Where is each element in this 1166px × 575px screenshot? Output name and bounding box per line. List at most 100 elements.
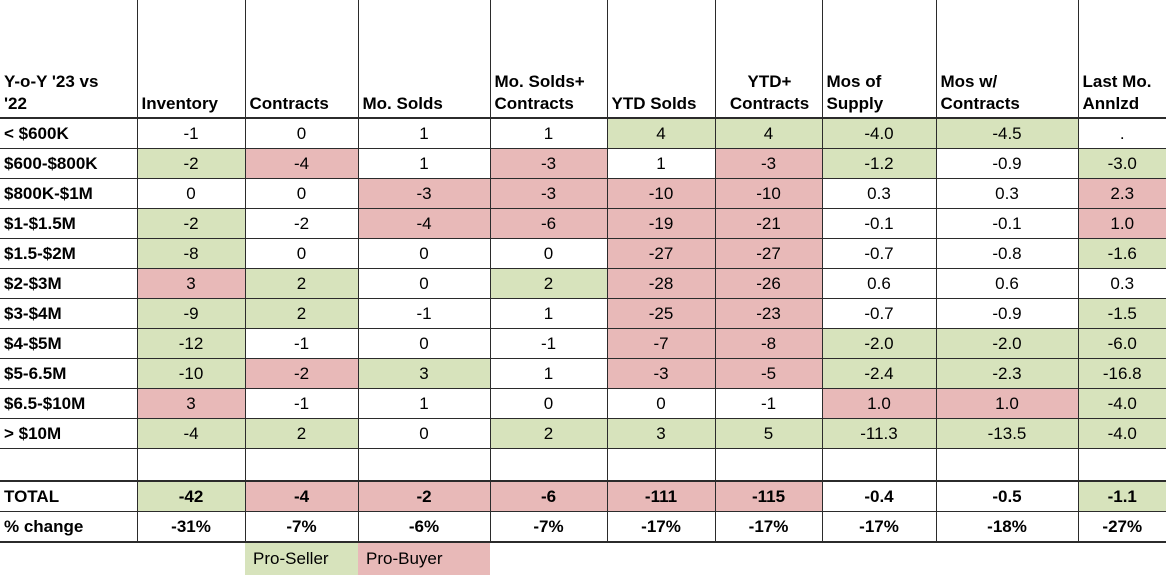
table-cell: 0 xyxy=(489,238,608,269)
table-cell: -27 xyxy=(714,238,823,269)
table-cell: -8 xyxy=(136,238,246,269)
table-cell: -1 xyxy=(136,117,246,149)
table-cell: 0 xyxy=(357,418,491,449)
table-cell: -4.0 xyxy=(821,117,937,149)
row-label: $3-$4M xyxy=(0,298,138,329)
table-cell: -26 xyxy=(714,268,823,299)
table-cell: -17% xyxy=(606,510,716,543)
table-cell: -4 xyxy=(244,479,359,512)
table-cell: -1 xyxy=(489,328,608,359)
table-cell: 0 xyxy=(244,238,359,269)
table-cell: -13.5 xyxy=(935,418,1079,449)
legend-empty-cell xyxy=(715,541,822,575)
table-cell: 0 xyxy=(357,328,491,359)
table-cell: -1.1 xyxy=(1077,479,1166,512)
column-header: Mos w/Contracts xyxy=(935,0,1079,119)
table-cell: 1 xyxy=(489,298,608,329)
table-cell: -21 xyxy=(714,208,823,239)
legend-empty-cell xyxy=(137,541,245,575)
table-cell: -0.7 xyxy=(821,298,937,329)
table-cell: -3 xyxy=(714,148,823,179)
table-cell: -19 xyxy=(606,208,716,239)
table-cell: -0.1 xyxy=(821,208,937,239)
table-row: > $10M -4 2 0 2 3 5 -11.3 -13.5 -4.0 xyxy=(0,418,1166,449)
table-cell: -6.0 xyxy=(1077,328,1166,359)
table-row: $5-6.5M -10 -2 3 1 -3 -5 -2.4 -2.3 -16.8 xyxy=(0,358,1166,389)
table-cell: -25 xyxy=(606,298,716,329)
empty-cell xyxy=(136,448,246,481)
table-cell: -17% xyxy=(821,510,937,543)
empty-cell xyxy=(1077,448,1166,481)
empty-cell xyxy=(714,448,823,481)
table-cell: -16.8 xyxy=(1077,358,1166,389)
table-cell: 2 xyxy=(244,418,359,449)
table-cell: -23 xyxy=(714,298,823,329)
table-cell: -2.0 xyxy=(935,328,1079,359)
column-header: Mo. Solds+ Contracts xyxy=(489,0,608,119)
table-cell: -1 xyxy=(714,388,823,419)
legend-row: Pro-Seller Pro-Buyer xyxy=(0,541,1166,575)
table-cell: 1.0 xyxy=(821,388,937,419)
table-cell: 1.0 xyxy=(935,388,1079,419)
table-cell: -28 xyxy=(606,268,716,299)
column-header: YTD+ Contracts xyxy=(714,0,823,119)
table-cell: -0.7 xyxy=(821,238,937,269)
table-cell: -42 xyxy=(136,479,246,512)
row-label: $800K-$1M xyxy=(0,178,138,209)
table-cell: 1 xyxy=(606,148,716,179)
empty-cell xyxy=(606,448,716,481)
row-label: $600-$800K xyxy=(0,148,138,179)
empty-cell xyxy=(357,448,491,481)
table-cell: 0 xyxy=(244,117,359,149)
table-cell: -17% xyxy=(714,510,823,543)
table-cell: -27% xyxy=(1077,510,1166,543)
table-row: $6.5-$10M 3 -1 1 0 0 -1 1.0 1.0 -4.0 xyxy=(0,388,1166,419)
legend-pro-buyer: Pro-Buyer xyxy=(358,541,490,575)
legend-empty-cell xyxy=(607,541,715,575)
table-cell: -8 xyxy=(714,328,823,359)
table-cell: -9 xyxy=(136,298,246,329)
table-cell: 1 xyxy=(489,358,608,389)
table-cell: -3 xyxy=(489,178,608,209)
table-cell: -3 xyxy=(489,148,608,179)
table-cell: 0 xyxy=(606,388,716,419)
table-cell: -10 xyxy=(606,178,716,209)
empty-cell xyxy=(0,448,138,481)
blank-row xyxy=(0,448,1166,481)
legend-empty-cell xyxy=(0,541,137,575)
table-cell: 2 xyxy=(244,298,359,329)
table-cell: -1.5 xyxy=(1077,298,1166,329)
table-cell: -2 xyxy=(357,479,491,512)
table-row: $1.5-$2M -8 0 0 0 -27 -27 -0.7 -0.8 -1.6 xyxy=(0,238,1166,269)
empty-cell xyxy=(244,448,359,481)
table-cell: -111 xyxy=(606,479,716,512)
table-cell: 0 xyxy=(357,268,491,299)
table-cell: 4 xyxy=(606,117,716,149)
table-cell: -2 xyxy=(136,148,246,179)
table-cell: -6 xyxy=(489,479,608,512)
table-cell: -2.4 xyxy=(821,358,937,389)
table-cell: -1 xyxy=(244,388,359,419)
legend-pro-seller: Pro-Seller xyxy=(245,541,358,575)
table-cell: -4 xyxy=(357,208,491,239)
table-cell: -0.5 xyxy=(935,479,1079,512)
table-cell: -1 xyxy=(244,328,359,359)
table-cell: 1 xyxy=(489,117,608,149)
table-cell: 0.3 xyxy=(1077,268,1166,299)
table-cell: -6 xyxy=(489,208,608,239)
table-cell: 2.3 xyxy=(1077,178,1166,209)
table-cell: -4 xyxy=(136,418,246,449)
table-cell: 0 xyxy=(244,178,359,209)
table-cell: -3.0 xyxy=(1077,148,1166,179)
row-label: $2-$3M xyxy=(0,268,138,299)
table-cell: 0.3 xyxy=(935,178,1079,209)
table-cell: -31% xyxy=(136,510,246,543)
row-label: > $10M xyxy=(0,418,138,449)
corner-title: Y-o-Y '23 vs '22 xyxy=(0,0,138,119)
table-cell: -1.6 xyxy=(1077,238,1166,269)
table-cell: 3 xyxy=(136,268,246,299)
table-cell: -1 xyxy=(357,298,491,329)
row-label: $6.5-$10M xyxy=(0,388,138,419)
table-cell: -7% xyxy=(489,510,608,543)
